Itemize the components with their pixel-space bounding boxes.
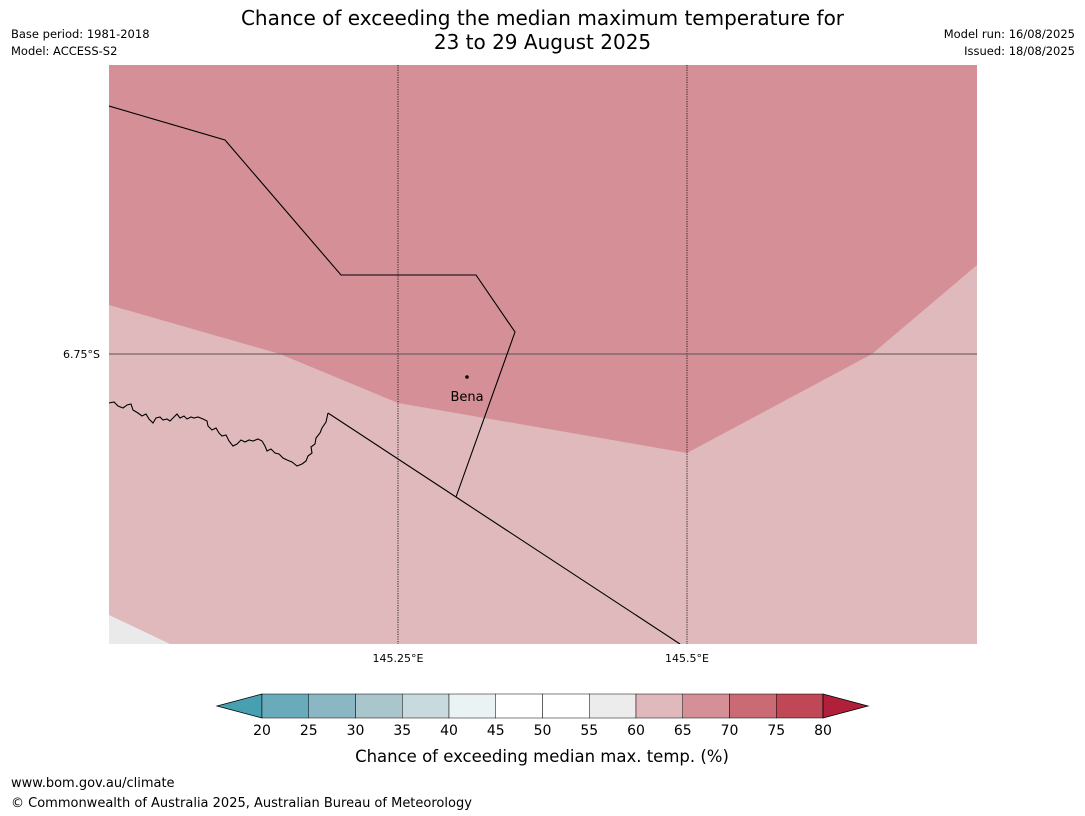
colorbar-segment [448,693,496,719]
place-marker [465,375,469,379]
footer: www.bom.gov.au/climate © Commonwealth of… [11,774,472,813]
meta-left: Base period: 1981-2018 Model: ACCESS-S2 [11,26,150,60]
colorbar-segment [682,693,730,719]
map-title: Chance of exceeding the median maximum t… [0,6,1085,54]
colorbar-ticks: 20 25 30 35 40 45 50 55 60 65 70 75 80 [253,723,832,739]
colorbar-tick-label: 55 [580,723,598,739]
place-label: Bena [450,390,483,405]
boundary-line [109,105,516,498]
colorbar-tick-label: 75 [767,723,785,739]
colorbar-label: Chance of exceeding median max. temp. (%… [355,747,729,766]
footer-url: www.bom.gov.au/climate [11,776,175,791]
colorbar-segment [776,693,824,719]
colorbar-segment [261,693,309,719]
colorbar-segment [635,693,683,719]
issued-date: Issued: 18/08/2025 [964,44,1075,58]
colorbar-tick-label: 30 [347,723,365,739]
colorbar-segment [355,693,403,719]
model-name: Model: ACCESS-S2 [11,44,118,58]
colorbar-extend-low [215,693,263,719]
title-line-2: 23 to 29 August 2025 [433,30,652,54]
river-line [109,401,329,467]
colorbar-segment [542,693,590,719]
colorbar [215,693,870,719]
footer-copyright: © Commonwealth of Australia 2025, Austra… [11,795,472,811]
lon-label: 145.25°E [373,652,424,665]
colorbar-tick-label: 70 [721,723,739,739]
model-run: Model run: 16/08/2025 [943,27,1075,41]
colorbar-segment [589,693,637,719]
lat-label: 6.75°S [63,348,100,361]
colorbar-tick-label: 50 [534,723,552,739]
colorbar-segment [495,693,543,719]
colorbar-tick-label: 20 [253,723,271,739]
colorbar-segment [308,693,356,719]
colorbar-tick-label: 45 [487,723,505,739]
lon-label: 145.5°E [665,652,709,665]
colorbar-extend-high [822,693,870,719]
region-55-60 [109,615,170,644]
meta-right: Model run: 16/08/2025 Issued: 18/08/2025 [944,26,1075,60]
colorbar-segment [729,693,777,719]
colorbar-segment [402,693,450,719]
boundary-line [327,412,681,644]
colorbar-tick-label: 65 [674,723,692,739]
colorbar-tick-label: 60 [627,723,645,739]
colorbar-tick-label: 80 [814,723,832,739]
colorbar-tick-label: 40 [440,723,458,739]
base-period: Base period: 1981-2018 [11,27,150,41]
colorbar-tick-label: 25 [300,723,318,739]
colorbar-tick-label: 35 [393,723,411,739]
title-line-1: Chance of exceeding the median maximum t… [240,6,845,30]
region-65-70 [109,65,977,453]
